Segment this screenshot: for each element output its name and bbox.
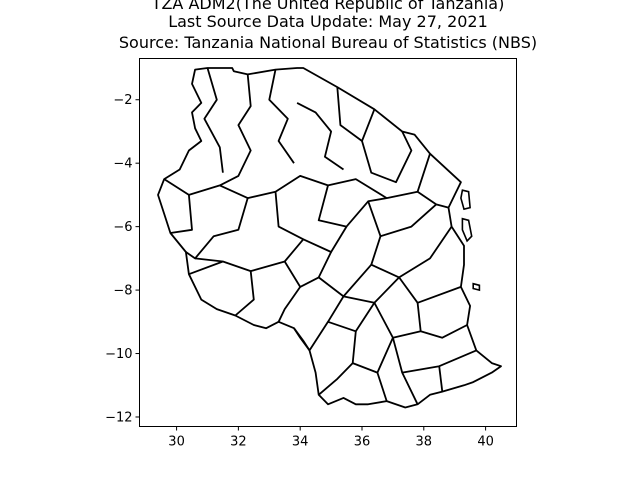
x-tick-label: 36 [354, 435, 371, 450]
island-outline [460, 189, 471, 211]
x-tick-label: 32 [230, 435, 247, 450]
district-boundary [234, 271, 255, 317]
district-boundary [195, 191, 305, 273]
district-boundary [293, 327, 311, 351]
title-line-2: Last Source Data Update: May 27, 2021 [168, 12, 488, 31]
district-boundary [416, 153, 449, 209]
district-boundary [188, 260, 224, 276]
district-boundary [308, 295, 345, 351]
plot-area-frame [139, 58, 517, 427]
map-title: TZA ADM2(The United Republic of Tanzania… [119, 0, 537, 52]
district-boundary [170, 194, 193, 234]
x-tick-label: 38 [416, 435, 433, 450]
district-boundary [318, 331, 357, 396]
y-tick-label: −6 [113, 220, 132, 235]
district-boundary [268, 69, 295, 164]
district-boundary [392, 324, 468, 339]
y-tick-label: −12 [105, 410, 132, 425]
district-boundary [317, 251, 372, 298]
x-tick-label: 34 [292, 435, 309, 450]
district-boundary [327, 302, 376, 333]
y-axis: −2 −4 −6 −8 −10 −12 [105, 93, 140, 425]
district-boundary [398, 276, 462, 304]
district-boundary [343, 276, 400, 304]
district-boundary [299, 276, 320, 288]
x-tick-label: 30 [168, 435, 185, 450]
district-boundary [219, 74, 252, 187]
district-boundary [277, 261, 302, 323]
district-boundary [203, 67, 224, 173]
district-boundary [352, 362, 388, 402]
x-axis: 30 32 34 36 38 40 [168, 426, 494, 450]
district-boundary [438, 366, 444, 392]
district-boundary [367, 201, 437, 238]
district-boundary [361, 131, 413, 184]
y-tick-label: −8 [113, 284, 132, 299]
map-layer [157, 67, 502, 409]
island-outline [472, 282, 481, 292]
y-tick-label: −4 [113, 157, 132, 172]
district-boundary [302, 226, 348, 253]
title-line-3: Source: Tanzania National Bureau of Stat… [119, 33, 537, 52]
y-tick-label: −10 [105, 347, 132, 362]
district-boundary [336, 87, 376, 142]
title-line-1: TZA ADM2(The United Republic of Tanzania… [151, 0, 505, 13]
district-boundary [296, 102, 345, 171]
district-boundary [370, 226, 453, 279]
district-boundary [163, 174, 418, 200]
district-boundary [416, 302, 422, 332]
district-boundary [373, 302, 394, 373]
x-tick-label: 40 [477, 435, 494, 450]
y-tick-label: −2 [113, 93, 132, 108]
island-outline [461, 217, 473, 243]
district-boundary [185, 197, 249, 260]
country-outline [157, 67, 502, 409]
